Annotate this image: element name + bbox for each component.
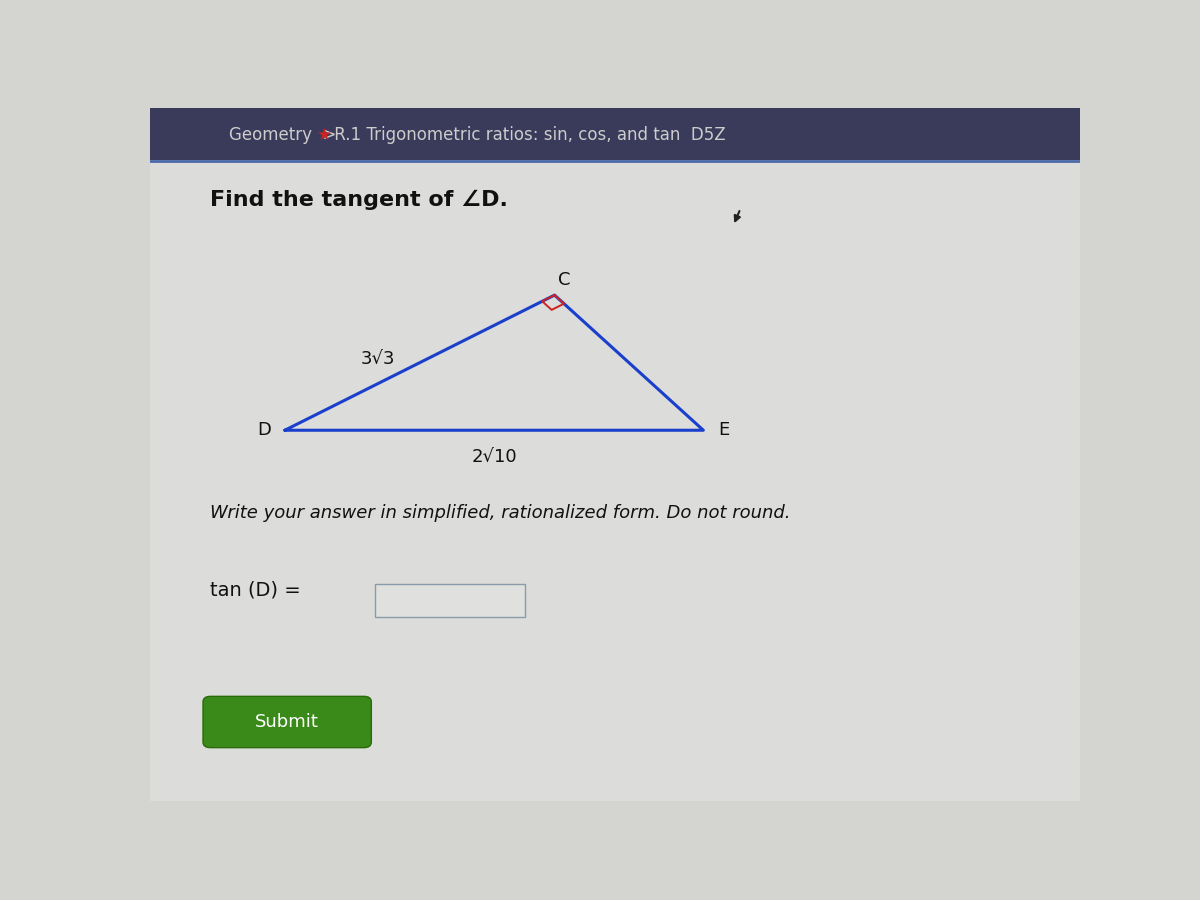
Text: E: E — [718, 421, 730, 439]
FancyBboxPatch shape — [150, 108, 1080, 160]
Text: Geometry  >: Geometry > — [229, 126, 347, 144]
FancyBboxPatch shape — [203, 697, 371, 748]
Text: 2√10: 2√10 — [472, 447, 517, 465]
Text: Find the tangent of ∠D.: Find the tangent of ∠D. — [210, 189, 509, 210]
Text: Write your answer in simplified, rationalized form. Do not round.: Write your answer in simplified, rationa… — [210, 504, 791, 522]
Text: tan (D) =: tan (D) = — [210, 580, 301, 599]
Text: R.1 Trigonometric ratios: sin, cos, and tan  D5Z: R.1 Trigonometric ratios: sin, cos, and … — [330, 126, 726, 144]
Text: ★: ★ — [317, 126, 331, 144]
Text: D: D — [258, 421, 271, 439]
Text: 3√3: 3√3 — [361, 350, 395, 368]
FancyBboxPatch shape — [150, 161, 1080, 801]
FancyBboxPatch shape — [376, 584, 524, 617]
Text: C: C — [558, 271, 570, 289]
Text: Submit: Submit — [256, 713, 319, 731]
